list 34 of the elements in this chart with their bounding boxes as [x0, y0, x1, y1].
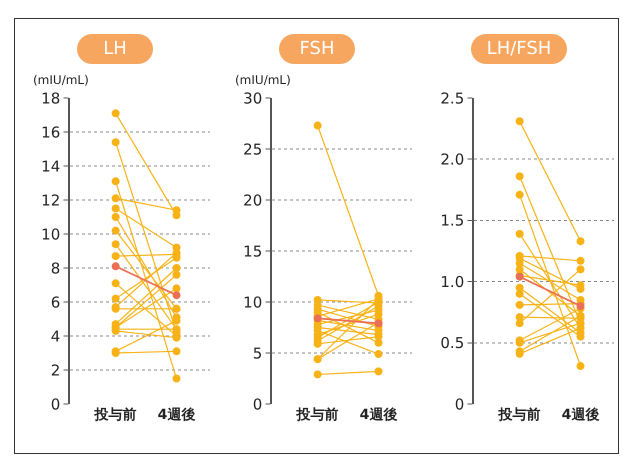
- y-tick-label: 0: [50, 395, 60, 414]
- y-tick-label: 10: [243, 293, 262, 312]
- y-axis-title: (mIU/mL): [235, 73, 291, 87]
- y-tick-label: 2: [50, 361, 60, 380]
- y-tick-label: 8: [50, 259, 60, 278]
- x-tick-label: 4週後: [360, 407, 398, 423]
- y-tick-label: 16: [41, 123, 60, 142]
- x-tick-label: 4週後: [562, 407, 600, 423]
- y-tick-label: 4: [50, 327, 60, 346]
- y-axis-title: (mIU/mL): [33, 73, 89, 87]
- y-tick-label: 5: [252, 344, 262, 362]
- y-tick-label: 0.5: [440, 334, 464, 352]
- y-tick-label: 25: [243, 140, 262, 158]
- chart-title: LH/FSH: [470, 34, 568, 64]
- x-tick-label: 4週後: [158, 407, 196, 423]
- y-tick-label: 14: [41, 157, 60, 176]
- y-tick-label: 0: [454, 395, 464, 414]
- y-tick-label: 2.5: [440, 89, 464, 108]
- chart-title: FSH: [279, 34, 355, 64]
- x-tick-label: 投与前: [498, 407, 541, 423]
- y-tick-label: 6: [50, 293, 60, 312]
- chart-title: LH: [77, 34, 153, 64]
- y-tick-label: 30: [243, 89, 262, 108]
- y-tick-label: 1.5: [440, 212, 464, 230]
- y-tick-label: 18: [41, 89, 60, 108]
- x-tick-label: 投与前: [94, 407, 137, 423]
- y-tick-label: 10: [41, 225, 60, 244]
- x-tick-label: 投与前: [296, 407, 339, 423]
- y-tick-label: 15: [243, 242, 262, 260]
- y-tick-label: 2.0: [440, 150, 464, 168]
- y-tick-label: 1.0: [440, 272, 464, 291]
- y-tick-label: 0: [252, 395, 262, 414]
- y-tick-label: 20: [243, 191, 262, 210]
- y-tick-label: 12: [41, 191, 60, 210]
